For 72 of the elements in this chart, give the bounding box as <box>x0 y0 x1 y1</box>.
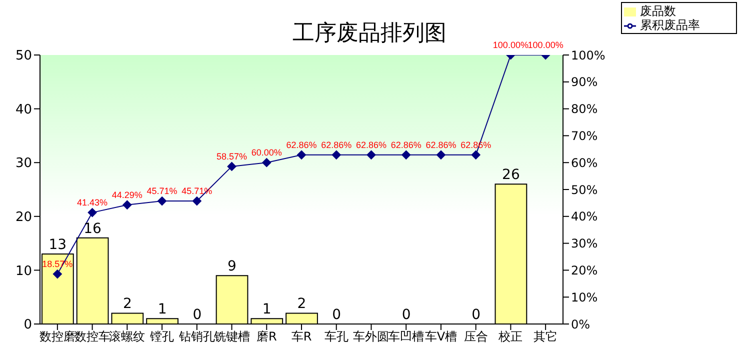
point <box>52 270 62 279</box>
y-tick-label: 30 <box>15 156 32 172</box>
data-label: 1 <box>158 302 167 318</box>
data-label: 62.86% <box>426 140 456 150</box>
data-label: 9 <box>228 258 236 275</box>
y2-tick-label: 0% <box>571 317 590 332</box>
x-tick-label: 磨R <box>256 330 277 344</box>
point <box>402 150 411 160</box>
data-label: 62.86% <box>321 140 352 150</box>
y-tick-label: 50 <box>15 48 32 64</box>
point <box>436 150 446 160</box>
legend-label: 累积废品率 <box>640 18 700 32</box>
x-tick-label: 车孔 <box>324 330 348 344</box>
y2-tick-label: 100% <box>571 48 606 62</box>
data-label: 2 <box>122 296 132 312</box>
point <box>192 196 202 206</box>
chart-title: 工序废品排列图 <box>292 21 446 46</box>
x-tick-label: 数控车 <box>74 330 110 344</box>
y-tick-label: 10 <box>15 264 32 279</box>
data-label: 62.86% <box>390 140 422 150</box>
x-tick-label: 车V槽 <box>424 330 458 344</box>
data-label: 0 <box>472 307 481 323</box>
x-tick-label: 车外圆 <box>353 330 390 344</box>
point <box>88 208 97 218</box>
data-label: 62.86% <box>286 140 317 150</box>
x-tick-label: 车R <box>291 330 312 344</box>
data-label: 44.29% <box>112 190 142 200</box>
y-tick-label: 0 <box>24 318 32 333</box>
x-tick-label: 车凹槽 <box>388 330 424 344</box>
point <box>332 150 341 160</box>
data-label: 100.00% <box>528 40 564 50</box>
y2-tick-label: 40% <box>571 210 598 224</box>
legend-label: 废品数 <box>640 4 676 18</box>
point <box>471 150 480 160</box>
data-label: 1 <box>262 302 272 318</box>
data-label: 2 <box>297 296 306 312</box>
data-label: 58.57% <box>216 151 248 162</box>
data-label: 45.71% <box>146 186 178 196</box>
y2-tick-label: 50% <box>571 182 598 197</box>
y2-tick-label: 30% <box>571 236 598 251</box>
data-label: 60.00% <box>251 148 282 158</box>
data-label: 16 <box>84 220 102 237</box>
data-label: 13 <box>48 237 67 254</box>
x-tick-label: 铣键槽 <box>212 330 250 344</box>
y2-tick-label: 80% <box>571 102 598 116</box>
point <box>122 200 132 210</box>
data-label: 0 <box>192 307 202 323</box>
point <box>262 158 272 168</box>
point <box>158 196 167 206</box>
x-tick-label: 压合 <box>464 330 488 344</box>
data-label: 26 <box>502 167 520 184</box>
data-label: 100.00% <box>492 40 528 50</box>
y-tick-label: 40 <box>15 102 32 118</box>
y-tick-label: 20 <box>15 210 32 226</box>
x-tick-label: 数控磨 <box>39 330 76 344</box>
point <box>366 150 376 160</box>
data-label: 0 <box>332 307 342 323</box>
data-label: 0 <box>402 307 411 323</box>
x-tick-label: 滚螺纹 <box>109 330 146 344</box>
y2-tick-label: 70% <box>571 128 598 143</box>
x-tick-label: 校正 <box>498 330 523 344</box>
x-tick-label: 镗孔 <box>149 330 174 344</box>
data-label: 41.43% <box>77 198 108 208</box>
y2-tick-label: 10% <box>571 290 598 304</box>
x-tick-label: 钻销孔 <box>178 330 215 344</box>
data-label: 62.86% <box>356 140 386 150</box>
point <box>297 150 306 160</box>
y2-tick-label: 20% <box>571 263 598 278</box>
y2-tick-label: 90% <box>571 75 598 90</box>
x-tick-label: 其它 <box>534 330 558 344</box>
point <box>227 162 236 171</box>
y2-tick-label: 60% <box>571 156 598 170</box>
